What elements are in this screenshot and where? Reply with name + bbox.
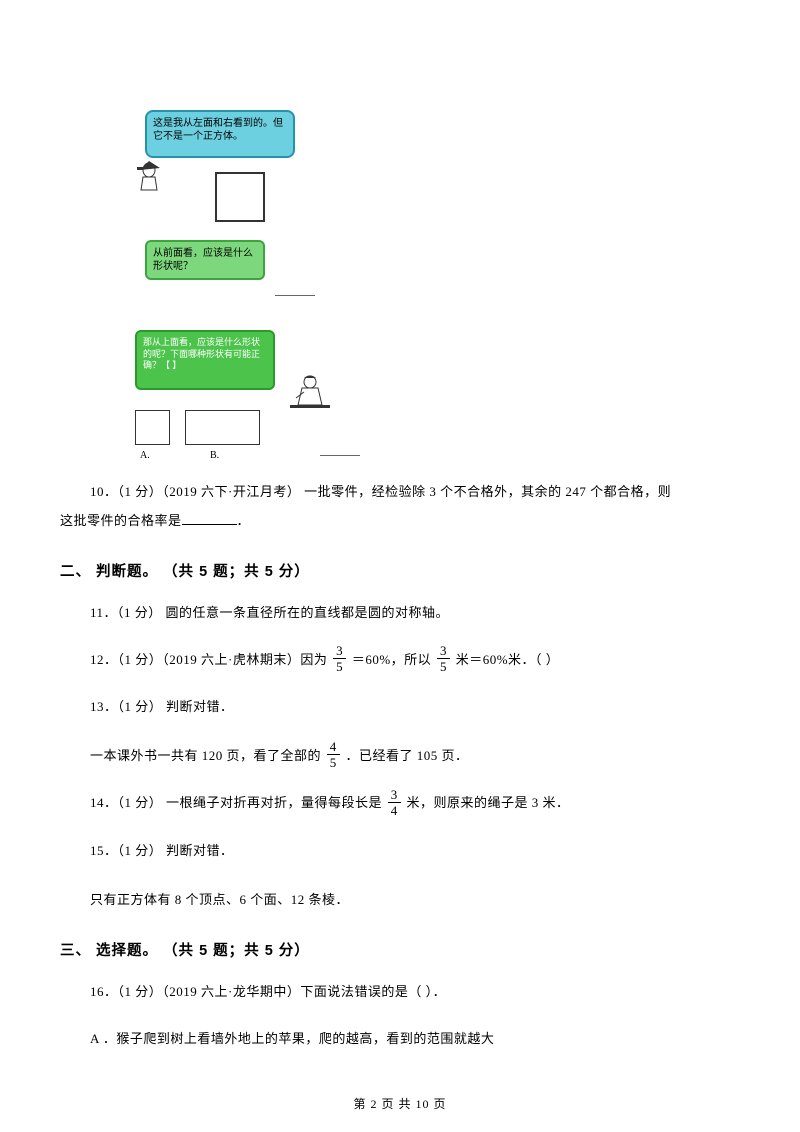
option-b-label: B. <box>210 450 219 461</box>
option-a-shape <box>135 410 170 445</box>
speech-bubble-top: 这是我从左面和右看到的。但它不是一个正方体。 <box>145 110 295 158</box>
square-shape <box>215 172 265 222</box>
question-12: 12．（1 分）（2019 六上·虎林期末）因为 35 ＝60%，所以 35 米… <box>60 646 740 676</box>
figure-2: 那从上面看，应该是什么形状的呢？下面哪种形状有可能正确？【 】 A. B. <box>60 330 360 460</box>
teacher-icon <box>135 158 165 196</box>
question-10-cont: 这批零件的合格率是 ． <box>60 507 740 536</box>
question-14: 14．（1 分） 一根绳子对折再对折，量得每段长是 34 米，则原来的绳子是 3… <box>60 789 740 819</box>
answer-blank-fig1 <box>275 295 315 296</box>
option-a-label: A. <box>140 450 150 461</box>
answer-blank-fig2 <box>320 455 360 456</box>
speech-bubble-bottom: 从前面看，应该是什么形状呢？ <box>145 240 265 280</box>
figure-1: 这是我从左面和右看到的。但它不是一个正方体。 从前面看，应该是什么形状呢？ <box>60 100 310 300</box>
question-10: 10．（1 分）（2019 六下·开江月考） 一批零件，经检验除 3 个不合格外… <box>60 478 740 507</box>
student-icon <box>290 370 330 418</box>
q10-text-c: ． <box>237 513 251 528</box>
q12-text-b: ＝60%，所以 <box>348 652 435 667</box>
question-11: 11．（1 分） 圆的任意一条直径所在的直线都是圆的对称轴。 <box>60 599 740 628</box>
q14-text-b: 米，则原来的绳子是 3 米． <box>403 795 570 810</box>
option-b-shape <box>185 410 260 445</box>
section-3-heading: 三、 选择题。 （共 5 题；共 5 分） <box>60 939 740 960</box>
q10-text-b: 这批零件的合格率是 <box>60 513 182 528</box>
q13-body-a: 一本课外书一共有 120 页，看了全部的 <box>90 748 325 763</box>
question-13-head: 13．（1 分） 判断对错． <box>60 693 740 722</box>
speech-bubble-green: 那从上面看，应该是什么形状的呢？下面哪种形状有可能正确？【 】 <box>135 330 275 390</box>
q10-text-a: 10．（1 分）（2019 六下·开江月考） 一批零件，经检验除 3 个不合格外… <box>90 484 671 499</box>
fraction-4-5: 45 <box>327 740 340 769</box>
fraction-3-5-b: 35 <box>437 644 450 673</box>
question-15-head: 15．（1 分） 判断对错． <box>60 837 740 866</box>
q14-text-a: 14．（1 分） 一根绳子对折再对折，量得每段长是 <box>90 795 386 810</box>
question-15-body: 只有正方体有 8 个顶点、6 个面、12 条棱． <box>60 886 740 915</box>
fraction-3-5-a: 35 <box>333 644 346 673</box>
choice-16-a: A ．猴子爬到树上看墙外地上的苹果，爬的越高，看到的范围就越大 <box>60 1025 740 1054</box>
question-13-body: 一本课外书一共有 120 页，看了全部的 45 ．已经看了 105 页． <box>60 742 740 772</box>
q12-text-c: 米＝60%米．（ ） <box>452 652 559 667</box>
q12-text-a: 12．（1 分）（2019 六上·虎林期末）因为 <box>90 652 331 667</box>
answer-blank-q10 <box>182 511 237 525</box>
section-2-heading: 二、 判断题。 （共 5 题；共 5 分） <box>60 560 740 581</box>
page-footer: 第 2 页 共 10 页 <box>0 1095 800 1112</box>
q13-body-b: ．已经看了 105 页． <box>342 748 469 763</box>
question-16: 16．（1 分）（2019 六上·龙华期中）下面说法错误的是（ ）． <box>60 978 740 1007</box>
figure-block-1: 这是我从左面和右看到的。但它不是一个正方体。 从前面看，应该是什么形状呢？ 那从… <box>60 100 740 460</box>
fraction-3-4: 34 <box>388 788 401 817</box>
